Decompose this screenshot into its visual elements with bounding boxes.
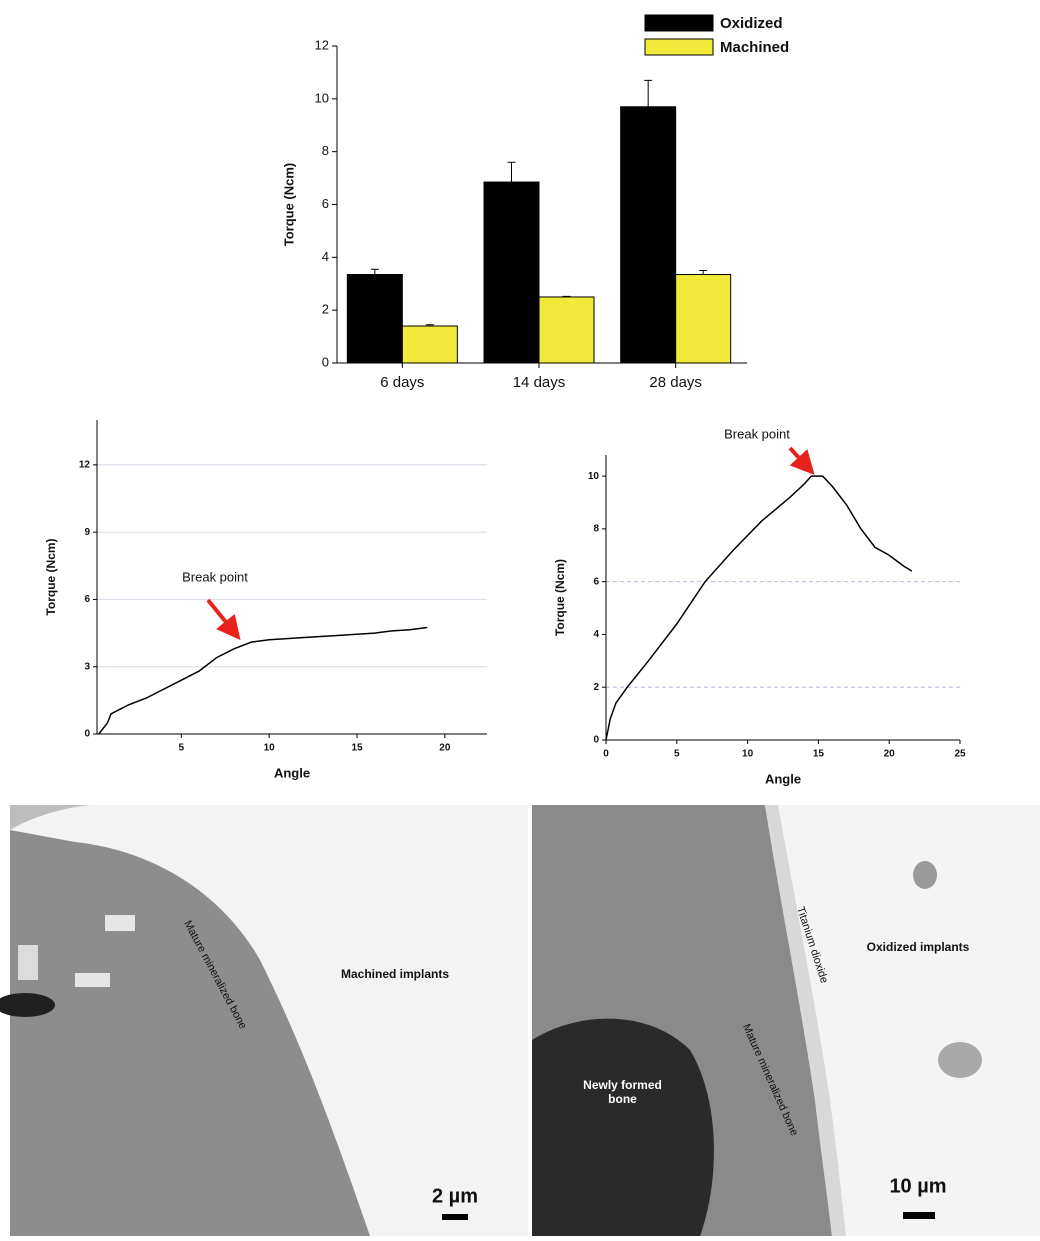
bar xyxy=(346,274,403,364)
error-bar xyxy=(507,161,516,183)
error-bar xyxy=(644,79,653,107)
x-tick-label: 20 xyxy=(439,743,451,754)
y-axis-label: Torque (Ncm) xyxy=(553,559,567,636)
error-bar xyxy=(562,295,571,297)
y-tick-label: 0 xyxy=(593,735,599,746)
y-axis-label: Torque (Ncm) xyxy=(44,538,58,615)
x-tick-label: 28 days xyxy=(649,374,702,391)
dark-spot xyxy=(0,993,55,1017)
legend-label: Oxidized xyxy=(720,15,783,32)
label: Oxidized implants xyxy=(867,940,970,954)
y-tick-label: 2 xyxy=(322,302,329,317)
bar xyxy=(401,325,458,364)
y-tick-label: 12 xyxy=(79,459,91,470)
micrograph-2: Oxidized implants Titanium dioxide Matur… xyxy=(532,805,1040,1236)
bar xyxy=(675,274,732,364)
y-tick-label: 6 xyxy=(322,196,329,211)
line xyxy=(98,626,428,735)
x-axis-label: Angle xyxy=(765,771,801,786)
line xyxy=(605,475,913,741)
x-axis-label: Angle xyxy=(274,765,310,780)
x-tick-label: 20 xyxy=(884,749,896,760)
bar xyxy=(620,106,677,364)
x-tick-label: 0 xyxy=(603,749,609,760)
y-tick-label: 6 xyxy=(84,594,90,605)
annotation: Break point xyxy=(182,569,248,584)
scale-bar-label: 2 µm xyxy=(432,1185,478,1207)
x-tick-label: 15 xyxy=(351,743,363,754)
x-tick-label: 10 xyxy=(742,749,754,760)
spot xyxy=(938,1042,982,1078)
spot xyxy=(913,861,937,889)
x-tick-label: 15 xyxy=(813,749,825,760)
bar xyxy=(483,181,540,364)
micrograph-1: Mature mineralized bone Machined implant… xyxy=(0,805,528,1236)
y-axis-label: Torque (Ncm) xyxy=(281,163,296,247)
x-tick-label: 5 xyxy=(179,743,185,754)
scale-bar xyxy=(903,1212,935,1219)
scale-bar-label: 10 µm xyxy=(889,1175,946,1197)
error-bar xyxy=(370,268,379,275)
error-bar xyxy=(425,324,434,327)
bar xyxy=(538,296,595,364)
particle xyxy=(18,945,38,980)
x-tick-label: 25 xyxy=(954,749,966,760)
particle xyxy=(105,915,135,931)
annotation: Break point xyxy=(724,426,790,441)
y-tick-label: 4 xyxy=(322,249,329,264)
label-box: Newly formed bone xyxy=(583,1078,662,1106)
label: Newly formed bone xyxy=(583,1078,662,1106)
y-tick-label: 2 xyxy=(593,682,599,693)
y-tick-label: 8 xyxy=(322,143,329,158)
region xyxy=(10,805,90,830)
x-tick-label: 5 xyxy=(674,749,680,760)
new-bone-region xyxy=(532,1018,714,1236)
legend-label: Machined xyxy=(720,39,789,56)
x-tick-label: 14 days xyxy=(513,374,566,391)
label: Machined implants xyxy=(341,967,449,981)
legend-swatch xyxy=(644,14,714,32)
x-tick-label: 6 days xyxy=(380,374,424,391)
y-tick-label: 12 xyxy=(315,37,329,52)
y-tick-label: 0 xyxy=(84,729,90,740)
y-tick-label: 3 xyxy=(84,661,90,672)
y-tick-label: 10 xyxy=(588,471,600,482)
bone-region xyxy=(10,830,370,1236)
y-tick-label: 6 xyxy=(593,576,599,587)
y-tick-label: 4 xyxy=(593,629,599,640)
error-bar xyxy=(699,270,708,275)
scale-bar xyxy=(442,1214,468,1220)
legend-swatch xyxy=(644,38,714,56)
y-tick-label: 10 xyxy=(315,90,329,105)
particle xyxy=(75,973,110,987)
x-tick-label: 10 xyxy=(264,743,276,754)
y-tick-label: 0 xyxy=(322,354,329,369)
y-tick-label: 9 xyxy=(84,527,90,538)
oxide-layer xyxy=(765,805,846,1236)
annotation-arrow xyxy=(206,598,241,641)
y-tick-label: 8 xyxy=(593,524,599,535)
annotation-arrow xyxy=(788,446,815,475)
